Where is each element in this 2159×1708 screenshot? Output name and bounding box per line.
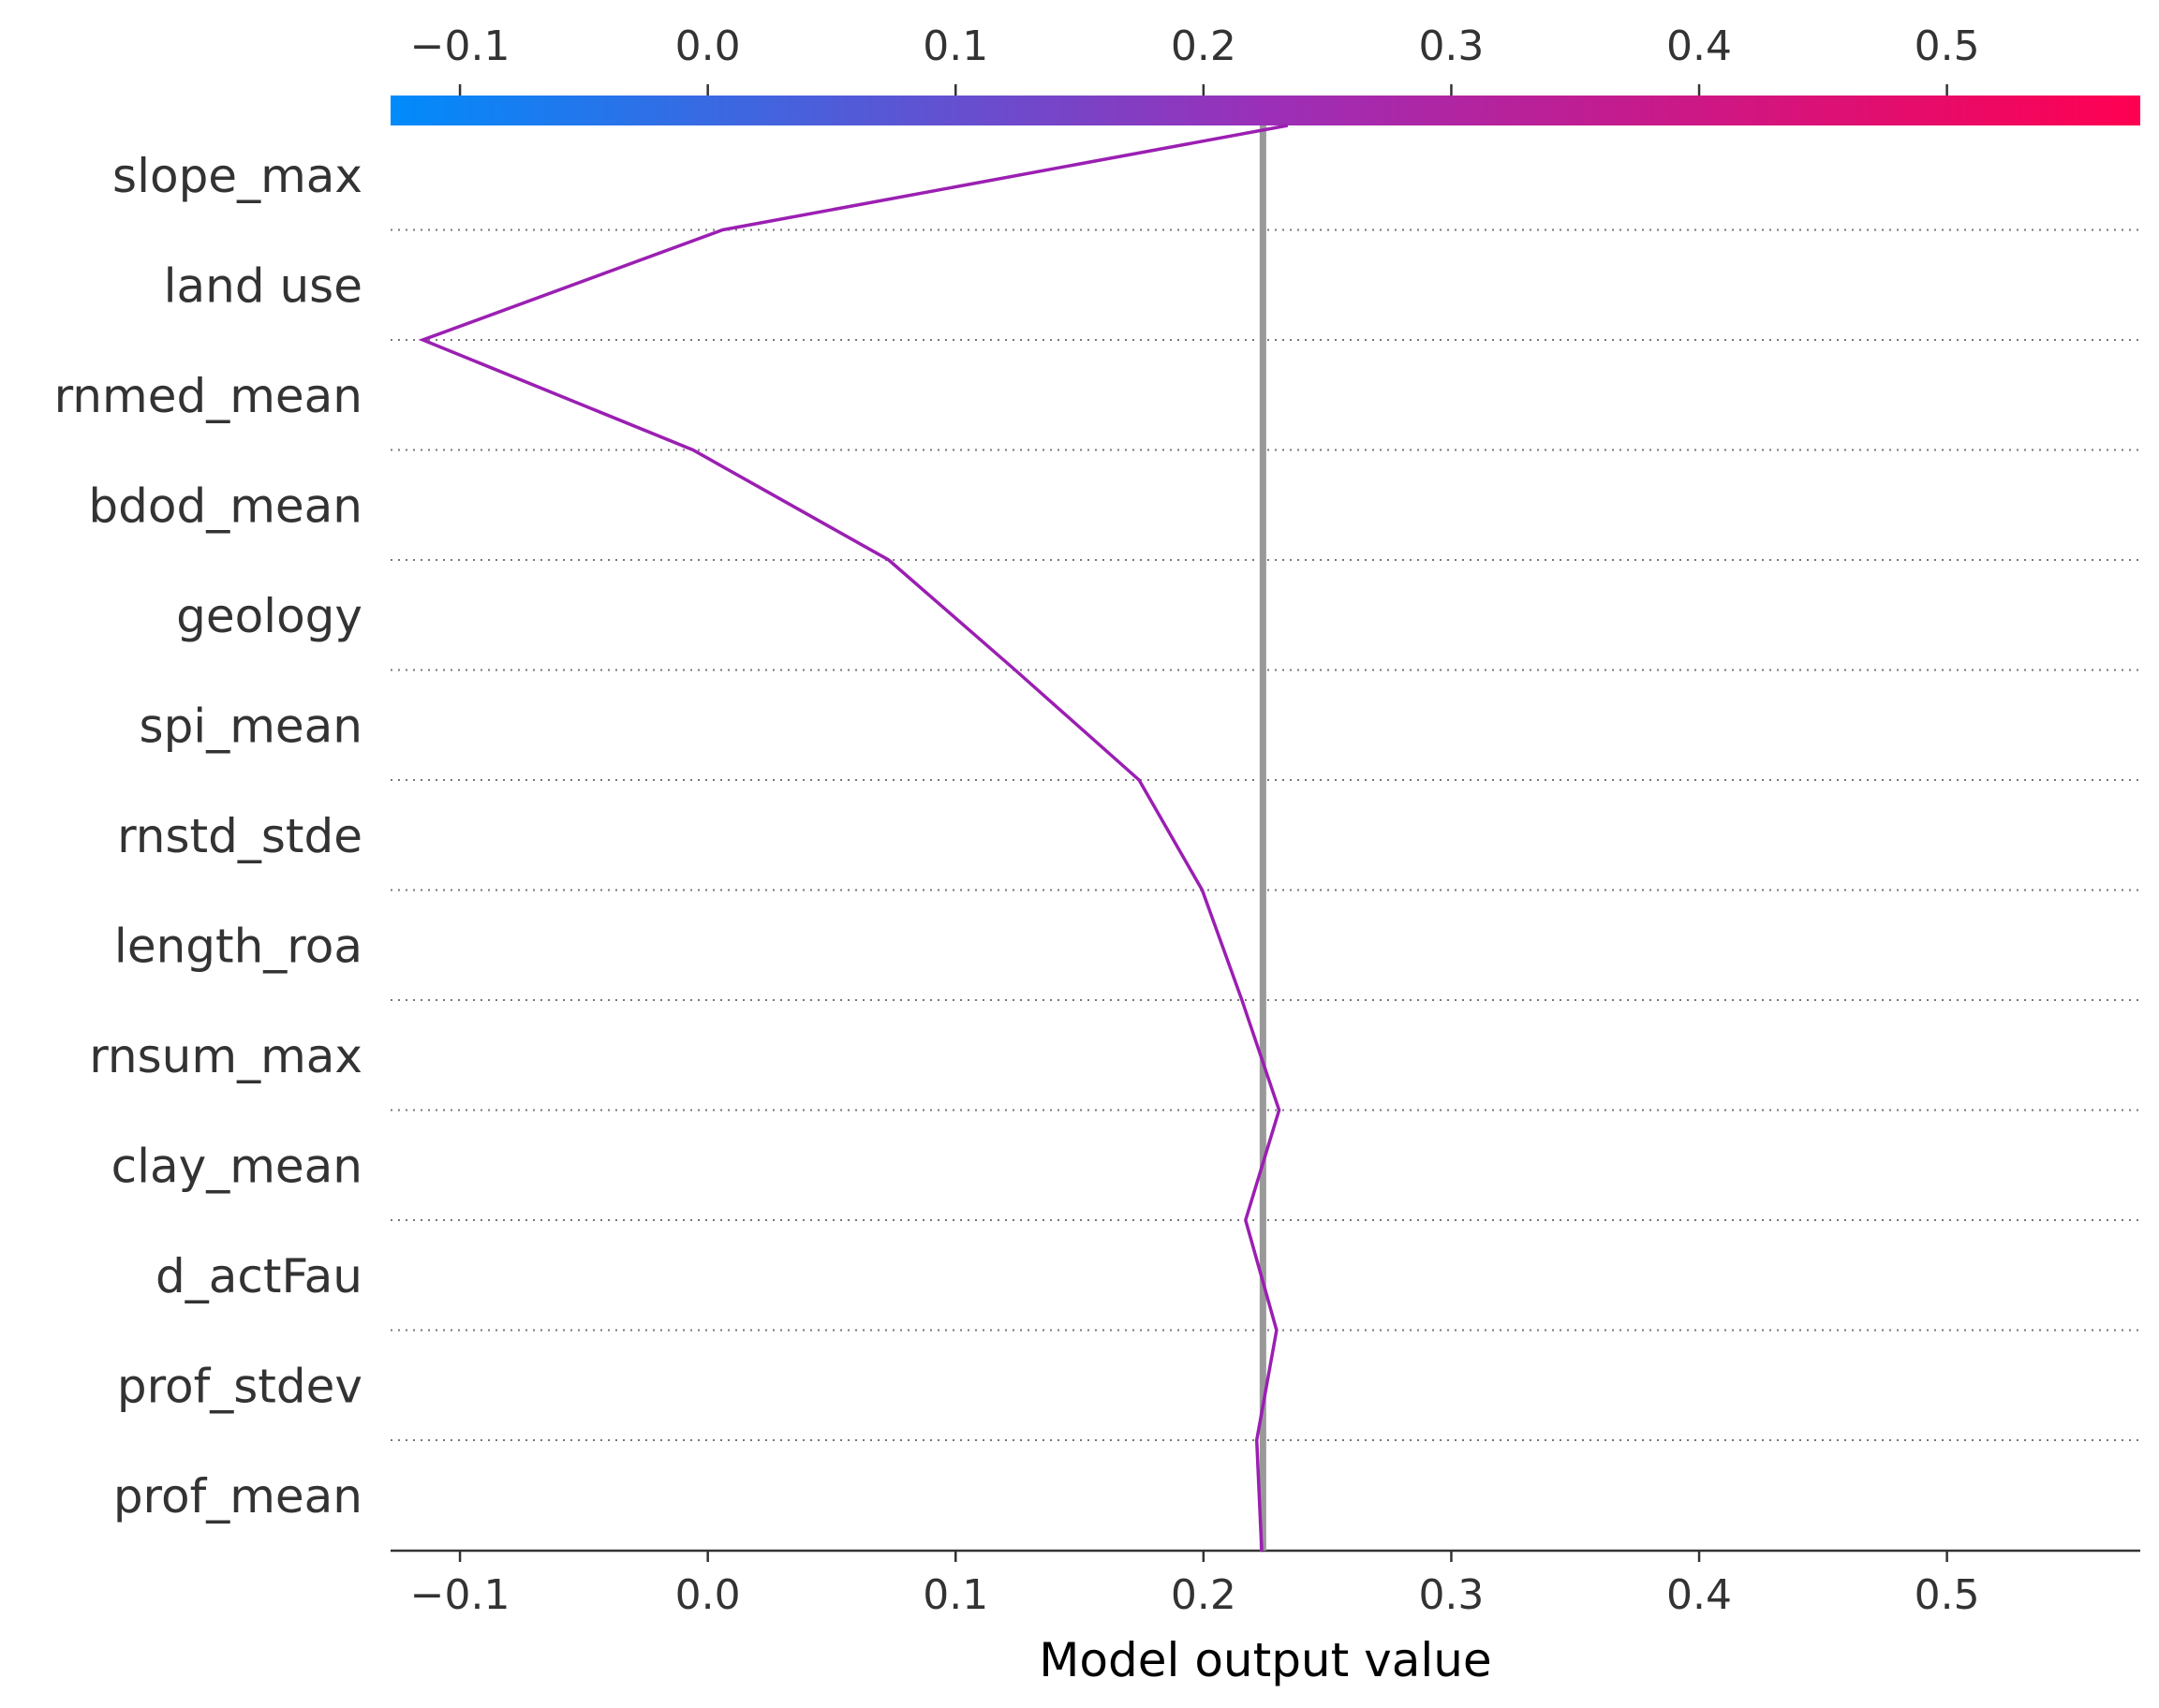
feature-label: land use [164, 258, 362, 313]
feature-label: geology [176, 589, 362, 643]
top-tick-label: −0.1 [410, 22, 510, 70]
x-tick-label: 0.3 [1418, 1571, 1484, 1619]
decision-path-line [418, 124, 1289, 1553]
feature-label: rnstd_stde [117, 809, 362, 863]
top-axis: −0.1 0.0 0.1 0.2 0.3 0.4 0.5 [410, 22, 1980, 96]
feature-label: d_actFau [155, 1249, 362, 1303]
top-tick-label: 0.5 [1915, 22, 1980, 70]
feature-label: length_roa [114, 919, 362, 973]
x-axis: −0.1 0.0 0.1 0.2 0.3 0.4 0.5 [410, 1551, 1980, 1619]
x-tick-label: 0.5 [1915, 1571, 1980, 1619]
x-tick-label: −0.1 [410, 1571, 510, 1619]
top-tick-label: 0.1 [923, 22, 988, 70]
top-tick-label: 0.4 [1666, 22, 1732, 70]
feature-label: clay_mean [111, 1139, 362, 1193]
feature-label: rnmed_mean [54, 369, 362, 423]
colorbar [391, 96, 2140, 125]
x-tick-label: 0.2 [1171, 1571, 1236, 1619]
top-tick-label: 0.0 [675, 22, 741, 70]
feature-label: bdod_mean [88, 479, 362, 533]
feature-label: rnsum_max [89, 1029, 362, 1083]
feature-label: slope_max [112, 149, 362, 203]
top-tick-label: 0.2 [1171, 22, 1236, 70]
x-tick-label: 0.4 [1666, 1571, 1732, 1619]
x-tick-label: 0.0 [675, 1571, 741, 1619]
x-tick-label: 0.1 [923, 1571, 988, 1619]
feature-label: prof_stdev [117, 1359, 362, 1413]
feature-label: prof_mean [113, 1469, 362, 1524]
feature-label: spi_mean [140, 699, 362, 753]
x-axis-title: Model output value [1039, 1633, 1491, 1687]
top-tick-label: 0.3 [1418, 22, 1484, 70]
